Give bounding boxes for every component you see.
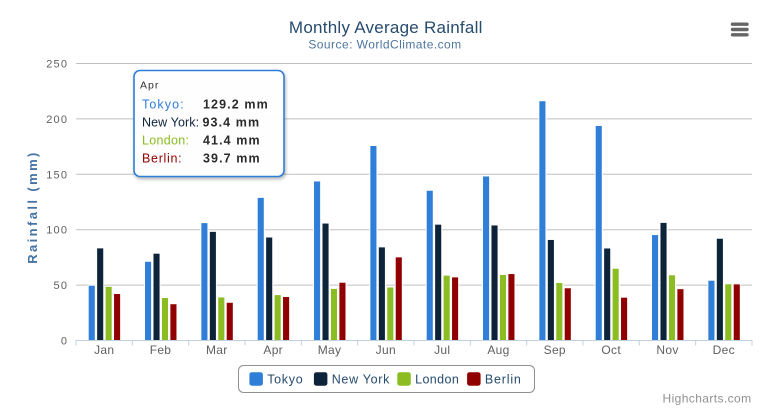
svg-text:Oct: Oct: [601, 343, 621, 357]
svg-text:Berlin: Berlin: [485, 373, 522, 387]
svg-text:Berlin:: Berlin:: [142, 152, 182, 166]
svg-text:London: London: [415, 373, 459, 387]
svg-text:Sep: Sep: [544, 343, 566, 357]
svg-text:0: 0: [61, 336, 68, 348]
svg-text:Highcharts.com: Highcharts.com: [663, 392, 752, 406]
svg-text:Rainfall (mm): Rainfall (mm): [25, 150, 40, 264]
svg-text:London:: London:: [142, 134, 189, 148]
svg-text:Mar: Mar: [206, 343, 228, 357]
svg-text:93.4 mm: 93.4 mm: [203, 116, 261, 130]
svg-text:41.4 mm: 41.4 mm: [203, 134, 261, 148]
svg-text:Jun: Jun: [376, 343, 396, 357]
svg-text:Jul: Jul: [434, 343, 450, 357]
svg-text:New York: New York: [332, 373, 390, 387]
svg-text:Monthly Average Rainfall: Monthly Average Rainfall: [289, 18, 483, 37]
svg-text:Aug: Aug: [487, 343, 509, 357]
svg-text:Nov: Nov: [656, 343, 678, 357]
svg-text:250: 250: [46, 59, 68, 71]
svg-text:Apr: Apr: [263, 343, 283, 357]
svg-text:Jan: Jan: [94, 343, 114, 357]
svg-text:Tokyo:: Tokyo:: [142, 98, 185, 112]
svg-text:Dec: Dec: [713, 343, 735, 357]
svg-text:May: May: [318, 343, 342, 357]
svg-text:39.7 mm: 39.7 mm: [203, 152, 261, 166]
svg-text:150: 150: [46, 169, 68, 181]
svg-text:100: 100: [46, 225, 68, 237]
svg-text:50: 50: [54, 280, 69, 292]
svg-text:Source: WorldClimate.com: Source: WorldClimate.com: [308, 38, 461, 52]
svg-text:New York:: New York:: [142, 116, 199, 130]
svg-text:Feb: Feb: [150, 343, 172, 357]
svg-text:Tokyo: Tokyo: [267, 373, 303, 387]
svg-text:129.2 mm: 129.2 mm: [203, 98, 269, 112]
svg-text:Apr: Apr: [140, 80, 159, 92]
svg-text:200: 200: [46, 114, 68, 126]
